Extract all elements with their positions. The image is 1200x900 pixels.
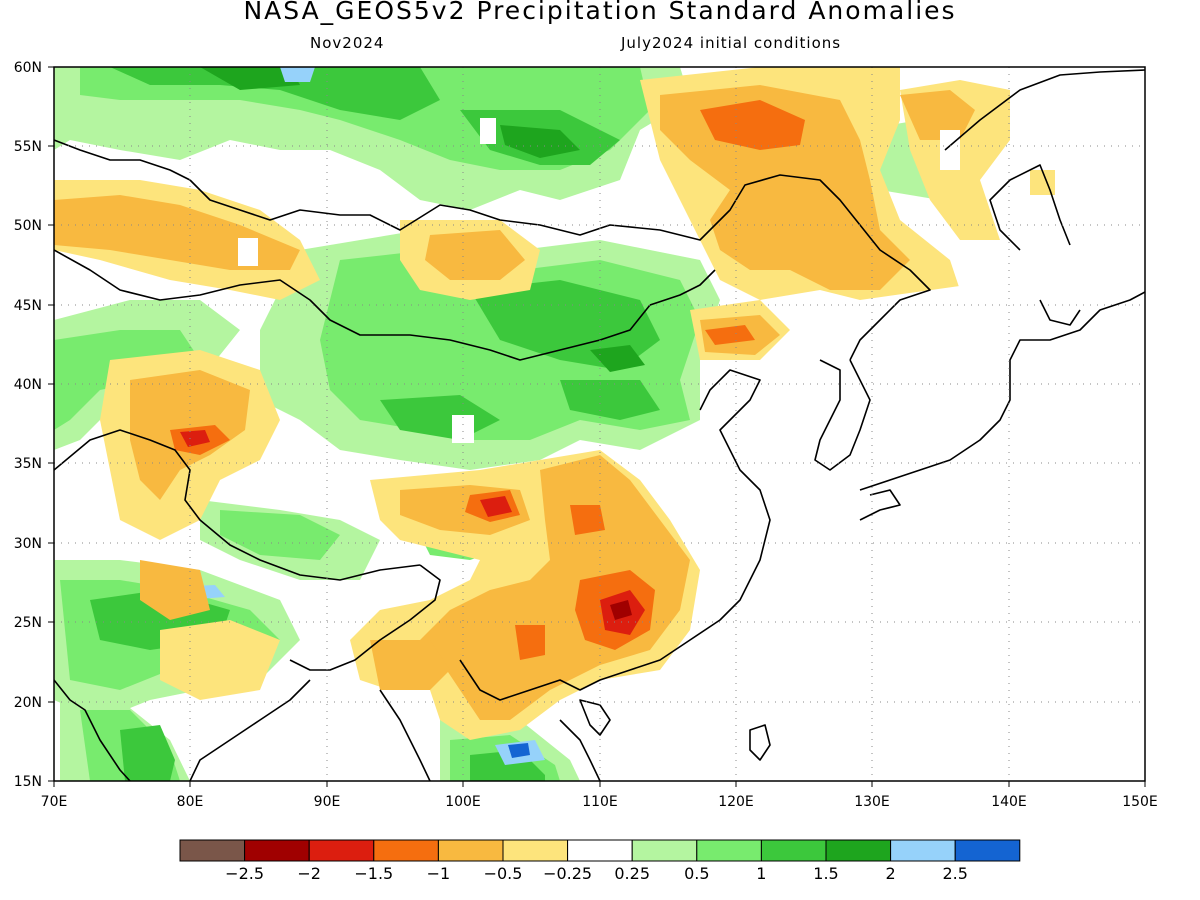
colorbar-swatch — [244, 839, 310, 862]
initial-conditions: July2024 initial conditions — [621, 34, 842, 52]
lon-label: 150E — [1122, 794, 1158, 810]
lon-label: 130E — [854, 794, 890, 810]
colorbar-swatch — [954, 839, 1021, 862]
colorbar-swatch — [502, 839, 569, 862]
colorbar-label: −2 — [297, 864, 321, 883]
lat-label: 20N — [14, 695, 42, 711]
colorbar-swatch — [308, 839, 375, 862]
colorbar-label: 0.5 — [684, 864, 710, 883]
colorbar-label: 1 — [756, 864, 767, 883]
lat-label: 35N — [14, 456, 42, 472]
colorbar-swatch — [890, 839, 956, 862]
lon-label: 80E — [177, 794, 204, 810]
colorbar-label: −0.25 — [543, 864, 593, 883]
colorbar-swatch — [825, 839, 892, 862]
colorbar-label: −1.5 — [354, 864, 394, 883]
extreme-dry-areas — [610, 600, 632, 620]
lat-label: 60N — [14, 60, 42, 76]
peak-wet-areas — [508, 743, 530, 758]
colorbar-swatch — [567, 839, 633, 862]
colorbar-label: −1 — [426, 864, 451, 883]
colorbar-label: 1.5 — [813, 864, 839, 883]
lon-label: 140E — [991, 794, 1027, 810]
lat-label: 50N — [14, 218, 42, 234]
lat-label: 25N — [14, 615, 42, 631]
lat-label: 55N — [14, 139, 42, 155]
colorbar-swatch — [437, 839, 504, 862]
colorbar-label: 2.5 — [942, 864, 968, 883]
coastlines-borders — [54, 69, 1145, 781]
lat-label: 15N — [14, 774, 42, 790]
map-title: NASA_GEOS5v2 Precipitation Standard Anom… — [243, 0, 957, 25]
lon-label: 70E — [41, 794, 68, 810]
lon-label: 120E — [718, 794, 754, 810]
lon-label: 110E — [582, 794, 618, 810]
gridlines — [54, 67, 1145, 781]
lon-label: 90E — [314, 794, 341, 810]
colorbar-swatch — [696, 839, 762, 862]
colorbar-swatch — [631, 839, 698, 862]
axis-ticks — [48, 66, 1146, 787]
lat-label: 45N — [14, 298, 42, 314]
masked-cells — [238, 118, 1145, 781]
colorbar-swatch — [760, 839, 827, 862]
colorbar-label: −2.5 — [225, 864, 265, 883]
lat-label: 40N — [14, 377, 42, 393]
lat-label: 30N — [14, 536, 42, 552]
anomaly-field — [54, 67, 1145, 781]
latitude-labels: 60N 55N 50N 45N 40N 35N 30N 25N 20N 15N — [14, 60, 42, 790]
colorbar-swatch — [373, 839, 439, 862]
colorbar-swatch — [179, 839, 246, 862]
colorbar-label: 0.25 — [614, 864, 650, 883]
forecast-month: Nov2024 — [310, 34, 385, 52]
very-strong-wet-areas — [200, 67, 645, 372]
longitude-labels: 70E 80E 90E 100E 110E 120E 130E 140E 150… — [41, 794, 1158, 810]
colorbar — [179, 839, 1021, 862]
colorbar-label: 2 — [885, 864, 896, 883]
lon-label: 100E — [445, 794, 481, 810]
colorbar-label: −0.5 — [483, 864, 523, 883]
